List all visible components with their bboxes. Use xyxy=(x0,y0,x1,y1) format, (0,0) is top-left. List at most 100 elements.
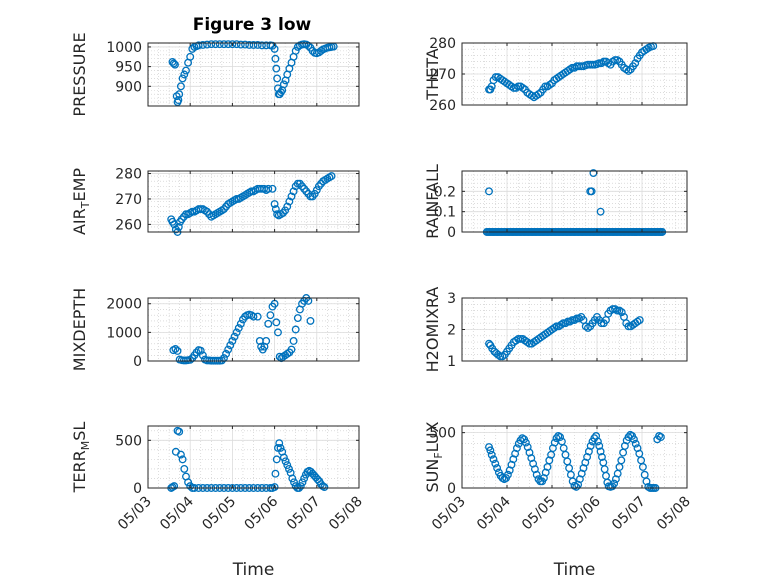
data-point xyxy=(192,348,201,357)
data-point xyxy=(279,80,288,89)
data-point xyxy=(556,433,565,442)
data-point xyxy=(275,352,284,361)
data-point xyxy=(593,437,602,446)
data-point xyxy=(249,312,258,321)
y-tick-label: 1 xyxy=(447,354,456,370)
data-point xyxy=(656,433,665,442)
data-point xyxy=(224,345,233,354)
y-tick-label: 500 xyxy=(429,426,456,442)
data-point xyxy=(586,441,595,450)
x-axis-label: Time xyxy=(232,560,275,580)
y-tick-label: 0 xyxy=(447,481,456,497)
data-point xyxy=(598,453,606,461)
data-point xyxy=(283,461,292,470)
y-tick-label: 270 xyxy=(115,192,142,208)
data-point xyxy=(491,73,500,82)
data-point xyxy=(288,474,297,483)
data-point xyxy=(249,41,258,49)
data-point xyxy=(512,444,521,453)
data-point xyxy=(293,314,302,322)
data-point xyxy=(489,455,498,464)
data-point xyxy=(274,328,282,337)
data-point xyxy=(175,90,184,99)
data-point xyxy=(327,172,336,181)
data-point xyxy=(595,441,604,450)
data-point xyxy=(178,74,187,83)
y-tick-label: 2000 xyxy=(106,297,142,313)
y-axis-label: MIXDEPTH xyxy=(70,288,89,371)
subplot-air_temp: 260 270 280 AIRTEMP xyxy=(70,167,360,236)
figure-title: Figure 3 low xyxy=(193,15,312,35)
data-point xyxy=(310,189,319,198)
data-point xyxy=(596,447,605,456)
data-point xyxy=(273,74,282,83)
data-point xyxy=(170,482,179,491)
x-axis-label: Time xyxy=(553,560,596,580)
data-point xyxy=(175,427,184,436)
data-point xyxy=(270,483,279,491)
data-point xyxy=(572,482,581,491)
y-tick-label: 0.2 xyxy=(434,184,456,200)
data-point xyxy=(275,439,284,448)
data-point xyxy=(624,322,633,331)
data-point xyxy=(180,70,189,79)
data-point xyxy=(516,335,525,343)
subplot-pressure: 900 950 1000 PRESSURE xyxy=(70,32,360,117)
axes-box xyxy=(461,425,688,489)
data-point xyxy=(281,206,290,215)
data-point xyxy=(196,346,205,355)
data-point xyxy=(486,446,495,455)
data-point xyxy=(171,60,179,69)
data-point xyxy=(631,59,640,68)
data-point xyxy=(281,457,290,466)
data-point xyxy=(245,41,254,49)
data-point xyxy=(272,318,281,327)
data-point xyxy=(253,41,262,49)
data-point xyxy=(228,40,237,49)
y-tick-label: 2 xyxy=(447,323,456,339)
data-point xyxy=(228,337,237,345)
data-point xyxy=(268,184,277,193)
data-point xyxy=(241,40,250,49)
data-point xyxy=(296,482,305,491)
data-point xyxy=(320,483,329,491)
data-point xyxy=(257,41,266,50)
data-point xyxy=(272,455,281,464)
data-point xyxy=(232,40,241,49)
subplot-mixdepth: 0 1000 2000 MIXDEPTH xyxy=(70,288,360,371)
data-point xyxy=(253,312,262,321)
data-point xyxy=(271,469,280,478)
data-point xyxy=(186,482,195,491)
data-point xyxy=(300,474,309,483)
y-tick-label: 0 xyxy=(133,354,142,370)
data-point xyxy=(298,478,307,487)
data-point xyxy=(222,349,231,358)
data-point xyxy=(587,187,596,196)
data-point xyxy=(198,351,207,360)
data-point xyxy=(491,459,500,468)
y-axis-label: PRESSURE xyxy=(70,32,89,116)
data-point xyxy=(611,56,619,64)
data-point xyxy=(304,41,313,50)
axes-box xyxy=(461,170,688,233)
data-point xyxy=(317,46,325,55)
data-point xyxy=(635,316,644,324)
data-point xyxy=(217,356,226,365)
y-axis-label: H2OMIXRA xyxy=(423,287,442,373)
data-point xyxy=(617,308,626,317)
data-point xyxy=(279,453,288,462)
data-point xyxy=(521,438,530,447)
y-tick-label: 0.1 xyxy=(434,205,456,221)
data-point xyxy=(283,202,292,211)
data-point xyxy=(230,332,239,341)
y-axis-label: THETA xyxy=(423,48,442,100)
data-point xyxy=(180,464,189,473)
data-point xyxy=(236,319,245,328)
y-tick-label: 260 xyxy=(429,98,456,114)
data-point xyxy=(617,456,626,465)
data-point xyxy=(270,200,279,208)
data-point xyxy=(290,478,298,487)
